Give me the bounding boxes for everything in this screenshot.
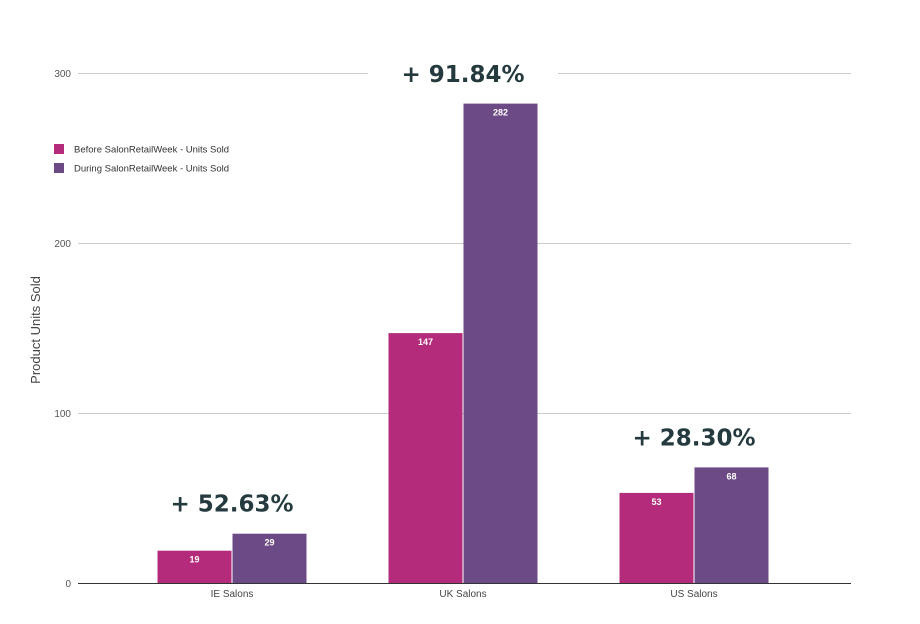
- legend-label: During SalonRetailWeek - Units Sold: [74, 164, 229, 175]
- bar-before-2: [619, 492, 694, 583]
- y-axis-label: Product Units Sold: [28, 276, 43, 384]
- x-tick-label: IE Salons: [211, 589, 254, 600]
- percent-change-annotation: + 52.63%: [170, 492, 293, 518]
- bar-during-1: [463, 103, 538, 583]
- x-tick-label: US Salons: [670, 589, 717, 600]
- percent-change-annotation: + 91.84%: [401, 62, 524, 88]
- legend-swatch: [54, 144, 64, 154]
- y-tick-label: 100: [54, 409, 71, 420]
- annotations: + 52.63% + 91.84% + 28.30%: [170, 60, 756, 518]
- data-label: 53: [651, 497, 661, 507]
- legend: Before SalonRetailWeek - Units Sold Durin…: [54, 144, 229, 175]
- bar-before-0: [157, 550, 232, 583]
- y-axis-ticks: 0 100 200 300: [54, 69, 71, 590]
- data-label: 19: [189, 555, 199, 565]
- annotation-background: [368, 60, 558, 90]
- legend-label: Before SalonRetailWeek - Units Sold: [74, 145, 229, 156]
- data-label: 282: [493, 108, 508, 118]
- data-label: 29: [264, 538, 274, 548]
- y-tick-label: 300: [54, 69, 71, 80]
- legend-swatch: [54, 163, 64, 173]
- bar-before-1: [388, 333, 463, 583]
- data-label: 147: [418, 337, 433, 347]
- data-label: 68: [726, 471, 736, 481]
- x-tick-label: UK Salons: [439, 589, 486, 600]
- y-tick-label: 200: [54, 239, 71, 250]
- bars: 19 29 147 282 53 68: [157, 103, 769, 583]
- percent-change-annotation: + 28.30%: [632, 425, 755, 451]
- y-tick-label: 0: [65, 579, 71, 590]
- x-axis-labels: IE Salons UK Salons US Salons: [211, 589, 718, 600]
- bar-during-0: [232, 533, 307, 583]
- bar-during-2: [694, 467, 769, 583]
